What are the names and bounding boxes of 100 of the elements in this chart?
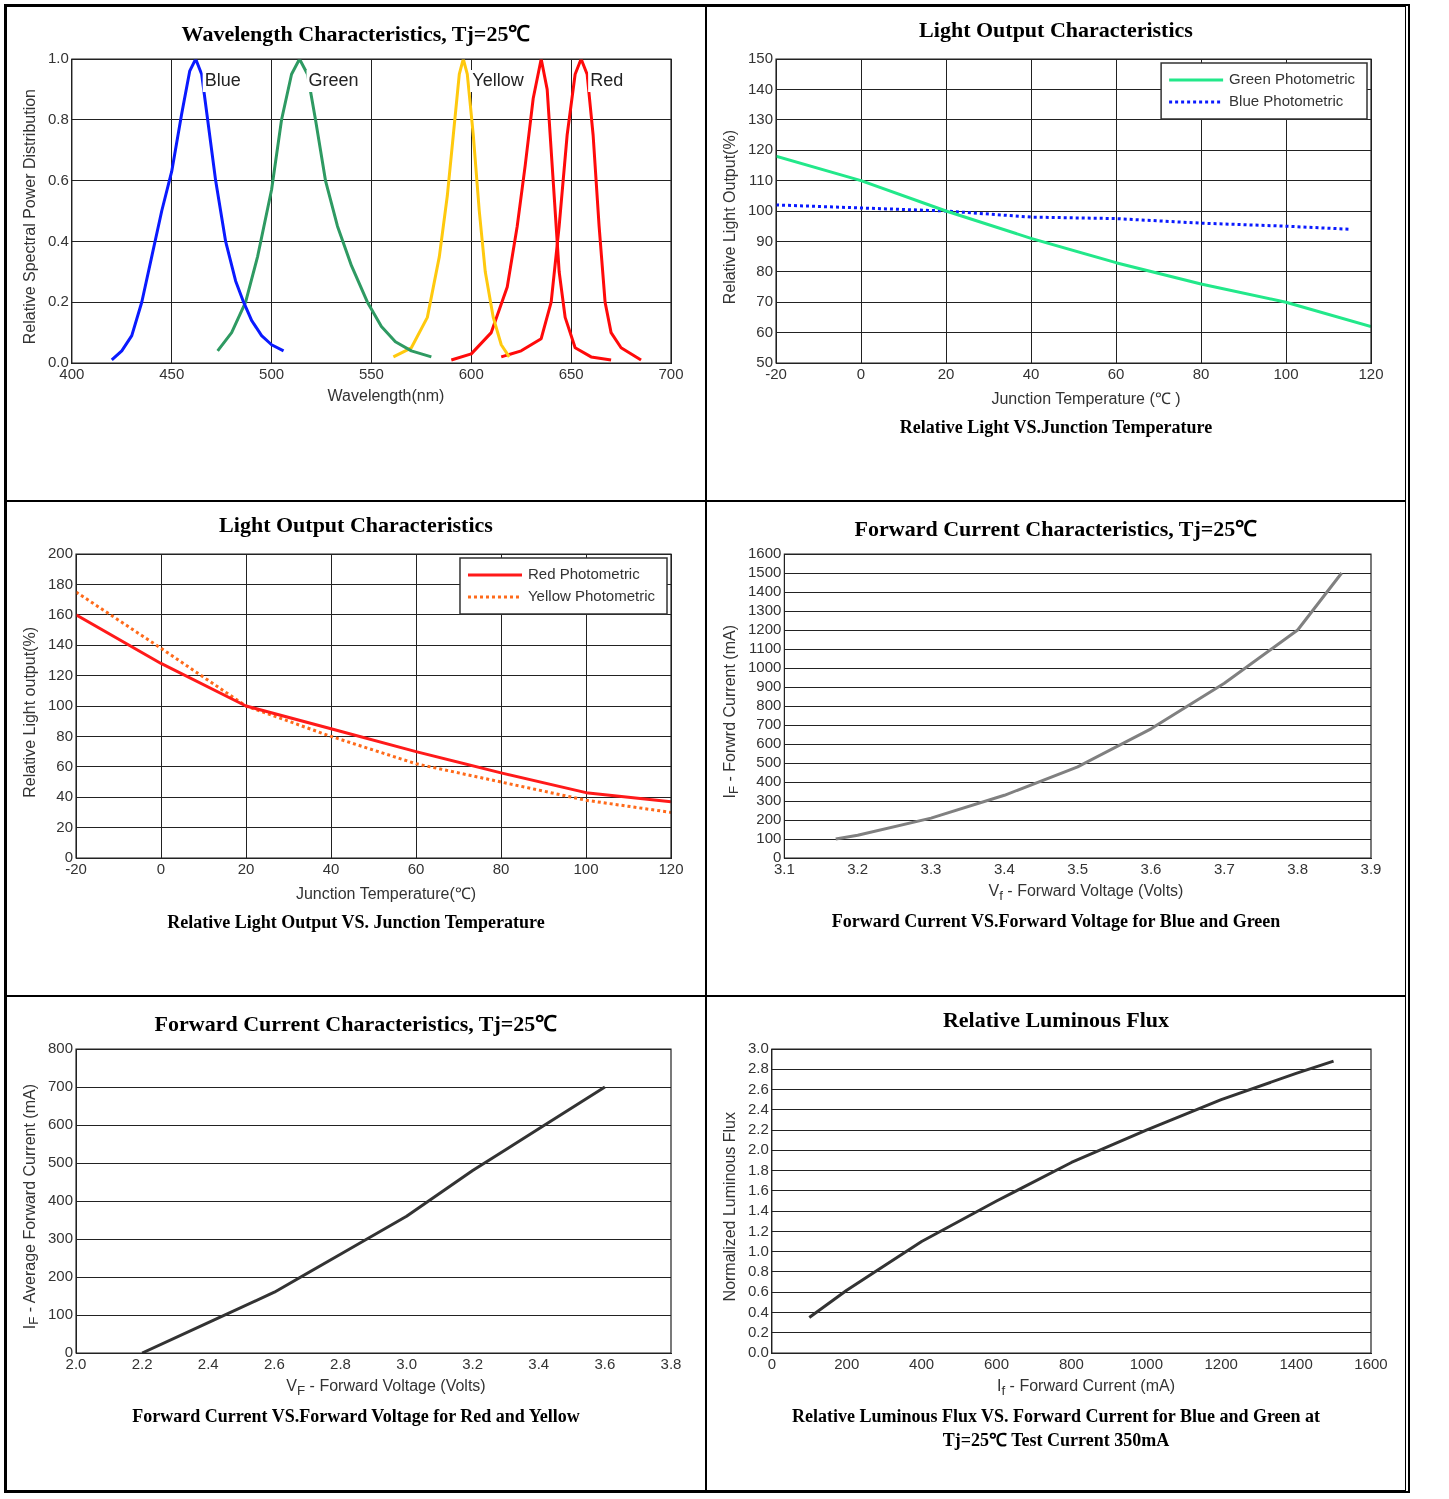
x-tick-label: 3.6	[594, 1355, 616, 1373]
x-tick-label: 3.8	[660, 1355, 682, 1373]
y-tick-label: 400	[48, 1191, 74, 1209]
x-tick-label: 1200	[1204, 1355, 1238, 1373]
legend-label: Green Photometric	[1229, 70, 1356, 88]
y-tick-label: 1.6	[747, 1181, 769, 1199]
y-tick-label: 160	[48, 604, 74, 622]
x-tick-label: 80	[1192, 365, 1210, 383]
chart-title: Wavelength Characteristics, Tj=25℃	[180, 20, 532, 47]
y-tick-label: 140	[48, 635, 74, 653]
x-tick-label: 60	[407, 860, 425, 878]
y-tick-label: 0.2	[47, 292, 69, 310]
y-tick-label: 140	[748, 79, 774, 97]
text: Relative Light Output VS. Junction Temperature	[166, 912, 546, 933]
x-tick-label: 0	[856, 365, 866, 383]
chart-title: Light Output Characteristics	[918, 17, 1194, 44]
x-tick-label: 600	[984, 1355, 1010, 1373]
x-tick-label: 2.4	[197, 1355, 219, 1373]
x-tick-label: 80	[492, 860, 510, 878]
legend-label: Blue Photometric	[1229, 92, 1344, 110]
y-tick-label: 130	[748, 109, 774, 127]
y-tick-label: 60	[56, 756, 74, 774]
x-tick-label: 3.2	[847, 860, 869, 878]
x-tick-label: 3.3	[920, 860, 942, 878]
text: Forward Current VS.Forward Voltage for Red and Yellow	[131, 1406, 581, 1428]
y-tick-label: 0.6	[747, 1282, 769, 1300]
x-tick-label: 3.6	[1140, 860, 1162, 878]
text: Relative Light VS.Junction Temperature	[898, 417, 1214, 438]
x-tick-label: 1600	[1354, 1355, 1388, 1373]
chart-title: Light Output Characteristics	[218, 512, 494, 539]
y-tick-label: 1.4	[747, 1201, 769, 1219]
x-tick-label: 3.8	[1287, 860, 1309, 878]
y-axis-title: Relative Light Output(%)	[721, 129, 739, 305]
chart-title: Relative Luminous Flux	[941, 1007, 1171, 1034]
y-tick-label: 90	[756, 231, 774, 249]
y-tick-label: 0.6	[47, 170, 69, 188]
y-tick-label: 600	[48, 1115, 74, 1133]
y-tick-label: 2.8	[747, 1059, 769, 1077]
y-tick-label: 60	[756, 322, 774, 340]
x-tick-label: 20	[237, 860, 255, 878]
x-axis-title: V$_{F}$ - Forward Voltage (Volts)	[285, 1377, 487, 1399]
x-tick-label: 120	[1358, 365, 1384, 383]
y-tick-label: 20	[56, 817, 74, 835]
y-tick-label: 0.4	[747, 1302, 769, 1320]
y-tick-label: 500	[756, 753, 782, 771]
x-tick-label: 450	[159, 365, 185, 383]
y-tick-label: 80	[756, 261, 774, 279]
y-tick-label: 180	[48, 574, 74, 592]
x-tick-label: 3.4	[993, 860, 1015, 878]
x-tick-label: 3.4	[528, 1355, 550, 1373]
chart-title: Forward Current Characteristics, Tj=25℃	[853, 515, 1259, 542]
y-tick-label: 2.2	[747, 1120, 769, 1138]
x-tick-label: 400	[909, 1355, 935, 1373]
y-tick-label: 100	[756, 829, 782, 847]
y-tick-label: 1.8	[747, 1160, 769, 1178]
series-label: Yellow	[472, 69, 525, 90]
y-tick-label: 1200	[747, 620, 782, 638]
y-tick-label: 700	[48, 1077, 74, 1095]
x-tick-label: 500	[259, 365, 285, 383]
y-tick-label: 0.2	[747, 1322, 769, 1340]
y-tick-label: 1.0	[47, 49, 69, 67]
y-tick-label: 400	[756, 772, 782, 790]
x-tick-label: 120	[658, 860, 684, 878]
y-tick-label: 1100	[749, 639, 782, 657]
x-axis-title: Junction Temperature (℃ )	[990, 389, 1182, 409]
y-tick-label: 70	[756, 292, 774, 310]
x-tick-label: 200	[834, 1355, 860, 1373]
series-label: Red	[590, 69, 624, 90]
y-tick-label: 300	[756, 791, 782, 809]
series-label: Blue	[204, 69, 241, 90]
x-axis-title: V$_{f}$ - Forward Voltage (Volts)	[987, 882, 1185, 904]
x-tick-label: 650	[558, 365, 584, 383]
chart-title: Forward Current Characteristics, Tj=25℃	[153, 1010, 559, 1037]
x-axis-title: I$_{f}$ - Forward Current (mA)	[996, 1377, 1176, 1399]
y-axis-title: Relative Light output(%)	[21, 626, 39, 798]
x-tick-label: 3.7	[1213, 860, 1235, 878]
x-tick-label: 800	[1058, 1355, 1084, 1373]
y-tick-label: 1500	[747, 563, 782, 581]
y-tick-label: 100	[48, 1305, 74, 1323]
x-tick-label: 3.0	[396, 1355, 417, 1373]
y-tick-label: 1.0	[747, 1241, 769, 1259]
x-tick-label: 2.2	[131, 1355, 153, 1373]
x-tick-label: 3.9	[1360, 860, 1382, 878]
x-tick-label: 60	[1107, 365, 1125, 383]
y-tick-label: 120	[48, 665, 74, 683]
y-tick-label: 40	[56, 787, 74, 805]
text: Relative Luminous Flux VS. Forward Current for Blue and Green at Tj=25℃ Test Current 350mA	[790, 1406, 1322, 1452]
x-tick-label: 40	[1022, 365, 1040, 383]
legend-label: Yellow Photometric	[527, 587, 656, 605]
y-tick-label: 2.0	[747, 1140, 769, 1158]
y-tick-label: 1300	[747, 601, 782, 619]
y-tick-label: 80	[56, 726, 74, 744]
y-axis-title: Relative Spectral Power Distribution	[21, 89, 39, 345]
x-tick-label: 3.5	[1067, 860, 1089, 878]
y-tick-label: 3.0	[747, 1039, 769, 1057]
y-tick-label: 200	[48, 544, 74, 562]
y-tick-label: 2.6	[747, 1079, 769, 1097]
x-axis-title: Junction Temperature(℃)	[294, 884, 478, 904]
y-tick-label: 150	[748, 49, 774, 67]
y-tick-label: 900	[756, 677, 782, 695]
